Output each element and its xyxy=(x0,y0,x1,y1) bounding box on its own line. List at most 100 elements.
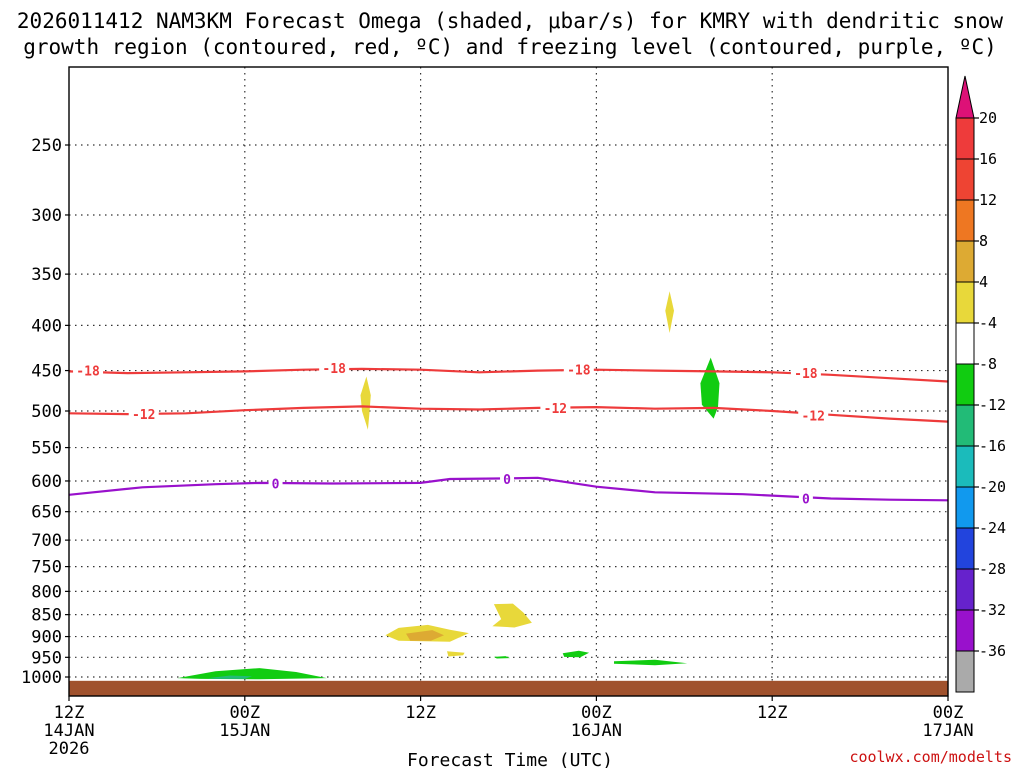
x-tick-label: 12Z xyxy=(54,703,85,723)
contour-label-bg xyxy=(790,365,821,382)
colorbar-label: -36 xyxy=(979,642,1006,660)
colorbar-label: 8 xyxy=(979,232,988,250)
colorbar-label: -20 xyxy=(979,478,1006,496)
colorbar-swatch xyxy=(955,199,975,242)
ground-strip xyxy=(69,680,948,696)
plot-frame xyxy=(68,66,949,697)
colorbar-label: 12 xyxy=(979,191,997,209)
colorbar-top-arrow xyxy=(955,75,975,119)
y-tick-label: 600 xyxy=(31,472,62,492)
contour-label: -18 xyxy=(794,367,818,382)
colorbar-swatch xyxy=(955,609,975,652)
omega-shaded-region xyxy=(447,651,465,657)
contour-label-bg xyxy=(798,407,829,424)
y-tick-label: 850 xyxy=(31,606,62,626)
x-axis-title: Forecast Time (UTC) xyxy=(407,750,613,768)
y-tick-label: 950 xyxy=(31,648,62,668)
contour-label: 0 xyxy=(802,492,810,507)
contour-label: -12 xyxy=(544,402,567,417)
colorbar-label: -28 xyxy=(979,560,1006,578)
contour-label: -12 xyxy=(132,408,155,423)
y-tick-label: 350 xyxy=(31,265,62,285)
gridlines xyxy=(69,67,948,696)
y-tick-label: 900 xyxy=(31,628,62,648)
colorbar-label: -12 xyxy=(979,396,1006,414)
x-tick-label: 15JAN xyxy=(219,721,270,741)
x-tick-label: 12Z xyxy=(405,703,436,723)
plot-border xyxy=(68,66,949,697)
colorbar-swatch xyxy=(955,281,975,324)
y-tick-label: 500 xyxy=(31,402,62,422)
colorbar-label: 20 xyxy=(979,109,997,127)
contour-label: -18 xyxy=(567,364,591,379)
omega-shaded-region xyxy=(177,668,327,680)
contour-label: 0 xyxy=(503,473,511,488)
contour-label-bg xyxy=(73,362,104,379)
y-axis-labels: 2503003504004505005506006507007508008509… xyxy=(21,136,69,688)
colorbar-label: -8 xyxy=(979,355,997,373)
omega-shaded-region xyxy=(360,376,371,430)
x-tick-label: 00Z xyxy=(933,703,964,723)
x-tick-label: 17JAN xyxy=(922,721,973,741)
x-tick-label: 12Z xyxy=(757,703,788,723)
colorbar-swatch xyxy=(955,445,975,488)
contour-lines: -18 -18 -18 -18 -12 -12 -12 0 0 0 xyxy=(68,360,949,507)
omega-shaded-region xyxy=(700,357,720,419)
colorbar-label: -24 xyxy=(979,519,1006,537)
colorbar-label: -32 xyxy=(979,601,1006,619)
contour-label-bg xyxy=(500,471,515,488)
y-tick-label: 800 xyxy=(31,582,62,602)
omega-shaded-region xyxy=(493,656,510,659)
y-tick-label: 1000 xyxy=(21,668,62,688)
contour-label-bg xyxy=(319,360,350,377)
omega-colorbar: 20 16 12 8 4 -4 -8 -12 -16 -20 -24 -28 -32 -36 xyxy=(955,75,1006,693)
colorbar-label: 16 xyxy=(979,150,997,168)
colorbar-swatch xyxy=(955,363,975,406)
contour-label: -18 xyxy=(76,365,100,380)
y-tick-label: 400 xyxy=(31,316,62,336)
chart-title-line-1: 2026011412 NAM3KM Forecast Omega (shaded… xyxy=(17,9,1004,33)
contour-label-bg xyxy=(798,490,813,507)
colorbar-label: 4 xyxy=(979,273,988,291)
colorbar-swatch xyxy=(955,322,975,365)
x-tick-label: 00Z xyxy=(229,703,260,723)
omega-shaded-region xyxy=(665,291,674,333)
colorbar-swatch xyxy=(955,404,975,447)
colorbar-swatch xyxy=(955,117,975,160)
y-tick-label: 450 xyxy=(31,362,62,382)
colorbar-swatch xyxy=(955,568,975,611)
y-tick-label: 300 xyxy=(31,206,62,226)
omega-shaded-region xyxy=(208,675,253,679)
contour-label: 0 xyxy=(272,478,280,493)
colorbar-swatch xyxy=(955,527,975,570)
omega-shaded-region xyxy=(492,603,532,628)
y-tick-label: 700 xyxy=(31,531,62,551)
omega-shaded-region xyxy=(562,650,590,658)
contour-label-bg xyxy=(268,475,283,492)
contour-label-bg xyxy=(540,399,571,416)
x-tick-label: 00Z xyxy=(581,703,612,723)
omega-shaded-region xyxy=(614,659,688,666)
y-tick-label: 750 xyxy=(31,558,62,578)
colorbar-label: -16 xyxy=(979,437,1006,455)
contour-label: -12 xyxy=(801,410,824,425)
x-tick-label: 14JAN xyxy=(43,721,94,741)
contour-label-bg xyxy=(128,406,159,423)
contour-label: -18 xyxy=(322,362,346,377)
ground-surface xyxy=(69,680,948,696)
colorbar-swatch xyxy=(955,486,975,529)
chart-title-line-2: growth region (contoured, red, ºC) and f… xyxy=(23,35,997,59)
chart-title: 2026011412 NAM3KM Forecast Omega (shaded… xyxy=(17,9,1004,59)
x-tick-label: 2026 xyxy=(49,739,90,759)
omega-shaded-region xyxy=(406,630,444,641)
y-tick-label: 650 xyxy=(31,503,62,523)
y-tick-label: 550 xyxy=(31,439,62,459)
y-tick-label: 250 xyxy=(31,136,62,156)
colorbar-swatch xyxy=(955,158,975,201)
colorbar-swatch xyxy=(955,650,975,693)
x-tick-label: 16JAN xyxy=(571,721,622,741)
omega-shaded-regions xyxy=(177,291,720,680)
credit-text: coolwx.com/modelts xyxy=(849,748,1012,766)
